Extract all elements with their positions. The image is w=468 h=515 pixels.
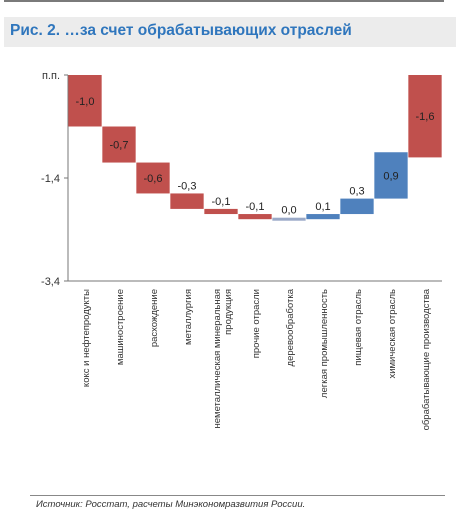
source-divider [30, 495, 445, 496]
data-label: -1,6 [416, 111, 435, 123]
top-rule [4, 0, 444, 2]
category-label: прочие отрасли [251, 289, 262, 358]
data-label: 0,3 [349, 186, 364, 198]
waterfall-bar [374, 152, 408, 199]
category-label: неметаллическая минеральнаяпродукция [212, 289, 234, 428]
waterfall-chart: п.п. -1,4 -3,4 -1,0 кокс и нефтепродукты -0,7… [41, 70, 442, 430]
data-label: 0,1 [315, 201, 330, 213]
title-bar: Рис. 2. …за счет обрабатывающих отраслей [4, 17, 456, 47]
waterfall-bar [68, 75, 102, 127]
chart-title: Рис. 2. …за счет обрабатывающих отраслей [10, 22, 352, 39]
waterfall-bar [340, 198, 374, 215]
waterfall-bar [272, 217, 306, 221]
category-label: кокс и нефтепродукты [81, 289, 92, 387]
waterfall-bar [170, 193, 204, 209]
waterfall-bar [408, 75, 442, 158]
data-label: -0,6 [144, 173, 163, 185]
source-note: Источник: Росстат, расчеты Минэкономразв… [36, 499, 306, 510]
category-label-line: неметаллическая минеральная [212, 289, 223, 428]
y-tick-label: -3,4 [41, 276, 60, 288]
waterfall-bar [306, 214, 340, 220]
data-label: -0,3 [178, 180, 197, 192]
data-label: -0,7 [110, 140, 129, 152]
category-label: металлургия [183, 289, 194, 345]
waterfall-bar [204, 208, 238, 215]
category-label: пищевая отрасль [353, 289, 364, 366]
y-tick-label: -1,4 [41, 173, 60, 185]
waterfall-bar [102, 126, 136, 163]
data-label: -0,1 [246, 201, 265, 213]
category-label: расхождение [149, 289, 160, 347]
category-label: машиностроение [115, 289, 126, 365]
data-label: -0,1 [212, 196, 231, 208]
y-tick-label: п.п. [42, 70, 60, 82]
category-label: легкая промышленность [319, 289, 330, 398]
waterfall-bar [136, 162, 170, 194]
category-label: обрабатывающие производства [421, 288, 432, 430]
category-label-line: продукция [223, 289, 234, 335]
category-label: химическая отрасль [387, 289, 398, 379]
waterfall-bar [238, 214, 272, 220]
data-label: 0,0 [281, 205, 296, 217]
category-label: деревообработка [285, 288, 296, 366]
data-label: -1,0 [76, 96, 95, 108]
data-label: 0,9 [383, 170, 398, 182]
